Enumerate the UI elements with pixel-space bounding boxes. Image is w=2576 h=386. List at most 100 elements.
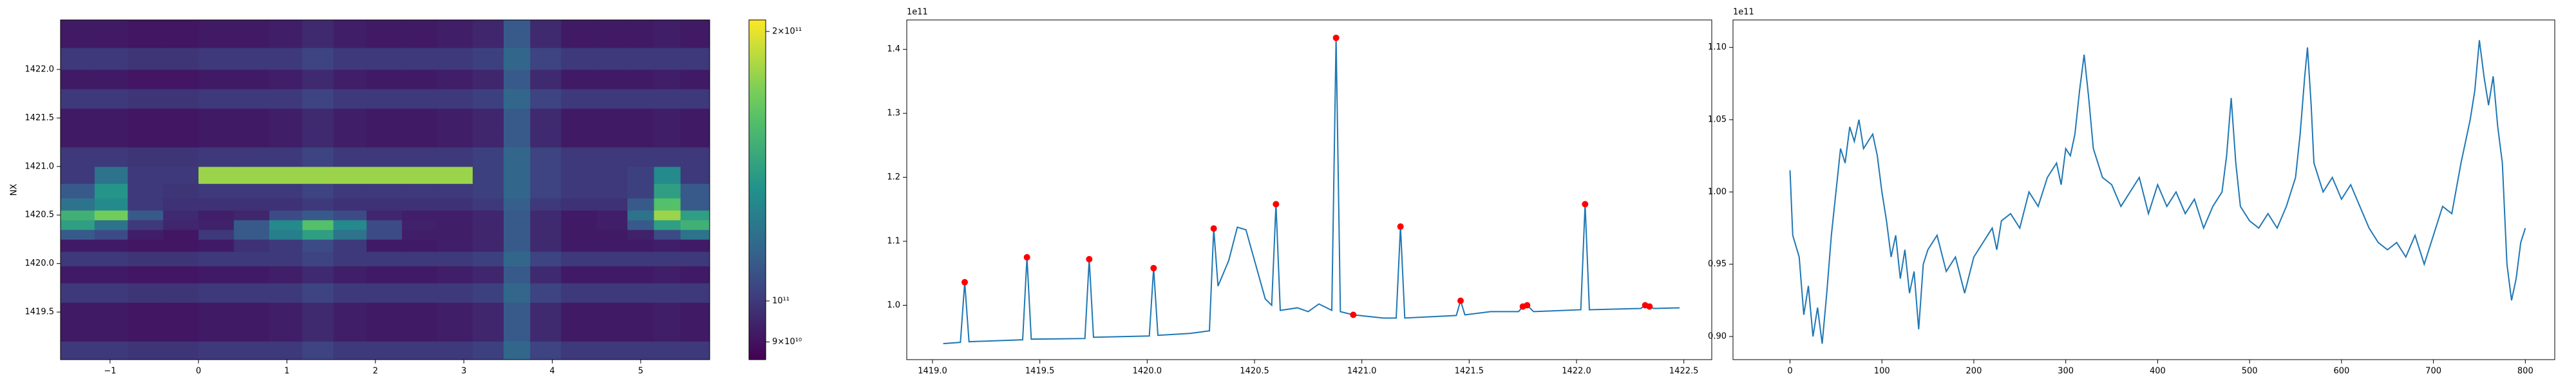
heatmap-cell [680, 69, 710, 89]
heatmap-cell [366, 147, 402, 167]
heatmap-cell [627, 341, 655, 360]
heatmap-cell [504, 47, 531, 70]
heatmap-cell [234, 219, 270, 230]
heatmap-cell [269, 147, 303, 167]
heatmap-cell [654, 251, 681, 267]
heatmap-cell [654, 210, 681, 221]
heatmap-cell [302, 341, 334, 360]
heatmap-cell [366, 108, 402, 129]
y-tick-label: 1.1 [887, 237, 900, 246]
y-tick-label: 1422.0 [25, 64, 55, 74]
x-tick-label: 3 [461, 367, 466, 376]
heatmap-cell [561, 89, 597, 109]
heatmap-cell [234, 282, 270, 303]
heatmap-cell [61, 322, 95, 342]
heatmap-cell [94, 322, 128, 342]
heatmap-cell [437, 127, 473, 148]
heatmap-cell [333, 266, 367, 284]
heatmap-cell [680, 239, 710, 252]
heatmap-cell [680, 20, 710, 48]
heatmap-cell [504, 166, 531, 184]
peak-marker [961, 279, 968, 286]
y-tick-label: 1421.0 [25, 161, 55, 171]
heatmap-cell [302, 302, 334, 322]
panel: 1419.0 1419.5 1420.0 1420.5 1421.0 1421.5 1422… [887, 8, 1712, 376]
heatmap-cell [94, 127, 128, 148]
heatmap-cell [269, 282, 303, 303]
x-tick-label: 200 [1966, 367, 1982, 376]
heatmap-cell [680, 183, 710, 199]
heatmap-cell [472, 198, 504, 211]
heatmap-cell [402, 251, 438, 267]
heatmap-cell [128, 69, 164, 89]
heatmap-cell [472, 229, 504, 240]
heatmap-cell [128, 47, 164, 70]
x-tick-label: 0 [196, 367, 201, 376]
heatmap-cell [504, 322, 531, 342]
heatmap-cell [504, 210, 531, 221]
heatmap-cell [654, 89, 681, 109]
heatmap-cell [163, 69, 199, 89]
heatmap-cell [198, 322, 234, 342]
heatmap-cell [402, 147, 438, 167]
heatmap-cell [530, 322, 562, 342]
axes-frame [906, 19, 1712, 360]
heatmap-cell [198, 69, 234, 89]
y-tick-label: 1420.5 [25, 210, 55, 220]
heatmap-cell [437, 266, 473, 284]
heatmap-cell [366, 89, 402, 109]
heatmap-cell [627, 198, 655, 211]
heatmap-cell [269, 229, 303, 240]
heatmap-cell [61, 219, 95, 230]
heatmap-cell [504, 198, 531, 211]
heatmap-cell [654, 47, 681, 70]
heatmap-cell [128, 127, 164, 148]
heatmap-cell [627, 282, 655, 303]
heatmap-cell [596, 183, 628, 199]
y-offset-label: 1e11 [1733, 8, 1754, 17]
heatmap-cell [269, 127, 303, 148]
heatmap-cell [530, 166, 562, 184]
heatmap-cell [94, 183, 128, 199]
heatmap-cell [128, 239, 164, 252]
heatmap-cell [61, 251, 95, 267]
heatmap-cell [234, 166, 270, 184]
heatmap-cell [627, 127, 655, 148]
line [1789, 40, 2526, 344]
heatmap-cell [627, 69, 655, 89]
heatmap-cell [654, 266, 681, 284]
heatmap-cell [680, 108, 710, 129]
heatmap-cell [472, 302, 504, 322]
heatmap-cell [561, 229, 597, 240]
heatmap-cell [402, 229, 438, 240]
heatmap-cell [198, 239, 234, 252]
x-tick-label: 1419.0 [918, 367, 947, 376]
heatmap-cell [472, 251, 504, 267]
heatmap-cell [333, 322, 367, 342]
heatmap-cell [198, 198, 234, 211]
heatmap-cell [530, 20, 562, 48]
y-tick-label: 0.95 [1708, 259, 1727, 269]
heatmap-cell [333, 147, 367, 167]
heatmap-cell [366, 210, 402, 221]
heatmap-cell [627, 219, 655, 230]
heatmap-cell [163, 166, 199, 184]
x-tick-label: 500 [2242, 367, 2258, 376]
heatmap-cell [128, 229, 164, 240]
heatmap-cell [302, 198, 334, 211]
heatmap-cell [234, 127, 270, 148]
heatmap-cell [333, 341, 367, 360]
heatmap-cell [437, 47, 473, 70]
heatmap-cell [627, 89, 655, 109]
heatmap-cell [163, 47, 199, 70]
heatmap-cell [128, 341, 164, 360]
heatmap-cell [437, 20, 473, 48]
heatmap-cell [402, 183, 438, 199]
heatmap-cell [596, 229, 628, 240]
heatmap-cell [680, 210, 710, 221]
heatmap-cell [504, 229, 531, 240]
heatmap-cell [627, 229, 655, 240]
heatmap-cell [402, 302, 438, 322]
x-tick-label: 600 [2333, 367, 2349, 376]
